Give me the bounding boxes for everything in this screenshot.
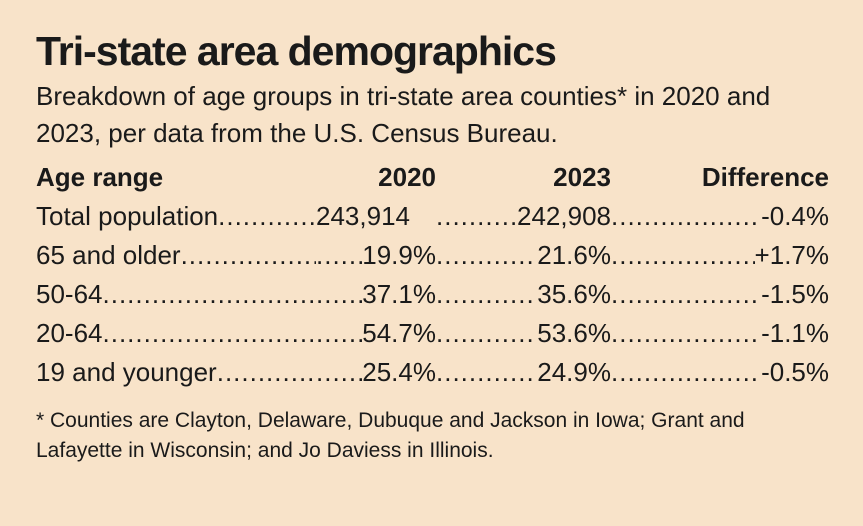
dot-leader — [218, 197, 316, 236]
header-2023: 2023 — [553, 162, 611, 192]
row-difference: -1.5% — [761, 279, 829, 309]
row-value-2023: 35.6% — [537, 279, 611, 309]
dot-leader — [611, 197, 761, 236]
row-value-2023: 21.6% — [537, 240, 611, 270]
table-row: 50-64 37.1% 35.6% -1.5% — [36, 275, 829, 314]
row-age-range: 65 and older — [36, 240, 181, 270]
dot-leader — [611, 314, 761, 353]
demographics-table: Age range 2020 2023 Difference Total pop… — [36, 158, 829, 392]
row-value-2020: 54.7% — [362, 318, 436, 348]
table-row: Total population 243,914 242,908 -0.4% — [36, 197, 829, 236]
dot-leader — [436, 314, 537, 353]
dot-leader — [217, 353, 316, 392]
row-value-2020: 25.4% — [362, 357, 436, 387]
dot-leader — [181, 236, 316, 275]
row-age-range: 50-64 — [36, 279, 103, 309]
row-value-2023: 53.6% — [537, 318, 611, 348]
row-value-2020: 243,914 — [316, 201, 410, 231]
footnote: * Counties are Clayton, Delaware, Dubuqu… — [36, 409, 745, 462]
row-value-2020: 19.9% — [362, 240, 436, 270]
dot-leader — [611, 236, 755, 275]
dot-leader — [316, 353, 362, 392]
dot-leader — [436, 353, 537, 392]
header-difference: Difference — [701, 162, 829, 192]
row-difference: -0.4% — [761, 201, 829, 231]
dot-leader — [611, 275, 761, 314]
dot-leader — [436, 197, 517, 236]
dot-leader — [436, 236, 537, 275]
dot-leader — [316, 314, 362, 353]
row-difference: -1.1% — [761, 318, 829, 348]
header-age-range: Age range — [36, 162, 164, 192]
row-age-range: 19 and younger — [36, 357, 217, 387]
row-difference: +1.7% — [754, 240, 829, 270]
dot-leader — [103, 275, 317, 314]
dot-leader — [316, 275, 362, 314]
row-age-range: Total population — [36, 201, 219, 231]
table-row: 19 and younger 25.4% 24.9% -0.5% — [36, 353, 829, 392]
table-row: 20-64 54.7% 53.6% -1.1% — [36, 314, 829, 353]
row-value-2023: 24.9% — [537, 357, 611, 387]
table-header-row: Age range 2020 2023 Difference — [36, 158, 829, 197]
dot-leader — [316, 236, 362, 275]
row-value-2023: 242,908 — [517, 201, 611, 231]
dot-leader — [436, 275, 537, 314]
page-title: Tri-state area demographics — [36, 28, 557, 74]
dot-leader — [103, 314, 317, 353]
table-row: 65 and older 19.9% 21.6% +1.7% — [36, 236, 829, 275]
header-2020: 2020 — [378, 162, 436, 192]
dot-leader — [611, 353, 761, 392]
subtitle: Breakdown of age groups in tri-state are… — [36, 81, 771, 148]
row-value-2020: 37.1% — [362, 279, 436, 309]
row-age-range: 20-64 — [36, 318, 103, 348]
row-difference: -0.5% — [761, 357, 829, 387]
